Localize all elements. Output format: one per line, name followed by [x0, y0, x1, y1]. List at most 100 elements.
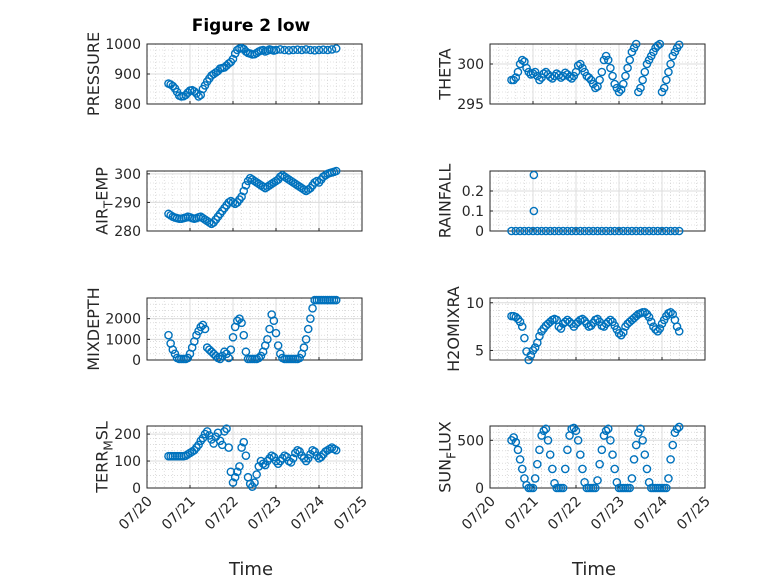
data-point	[164, 330, 173, 340]
data-point	[614, 226, 624, 236]
data-point	[571, 226, 581, 236]
data-point	[614, 328, 624, 338]
data-point	[537, 226, 546, 236]
data-point	[640, 67, 650, 77]
y-axis-label: AIRTEMP	[93, 167, 116, 235]
axes-box	[489, 43, 706, 105]
data-point	[271, 176, 281, 186]
data-point	[258, 45, 268, 55]
y-tick-label: 5	[475, 343, 484, 359]
data-point	[588, 226, 598, 236]
data-point	[539, 426, 549, 436]
data-point	[655, 324, 665, 333]
data-point	[629, 455, 639, 464]
y-tick-label: 100	[114, 454, 141, 470]
y-tick-label: 0	[475, 481, 484, 497]
data-point	[603, 55, 613, 65]
data-point	[306, 45, 315, 55]
data-point	[627, 226, 637, 236]
data-point	[515, 455, 525, 464]
data-point	[625, 55, 635, 65]
data-point	[529, 170, 539, 180]
x-tick-label: 07/20	[116, 494, 156, 534]
subplot-rainfall: 0 0.1 0.2 RAINFALL	[436, 164, 706, 240]
y-tick-label: 500	[457, 433, 484, 449]
data-point	[168, 81, 178, 91]
data-point	[529, 206, 539, 216]
data-point	[597, 445, 607, 455]
data-point	[312, 176, 322, 186]
data-point	[651, 325, 660, 334]
data-point	[593, 226, 602, 236]
data-point	[239, 330, 249, 340]
data-point	[573, 61, 583, 70]
plot-area	[490, 171, 705, 231]
data-point	[513, 67, 523, 77]
data-point	[612, 477, 622, 487]
data-point	[235, 462, 244, 471]
data-point	[556, 324, 566, 333]
data-point	[614, 87, 624, 97]
data-point	[595, 75, 604, 85]
data-point	[599, 431, 609, 440]
y-axis-label: SUNFLUX	[436, 421, 459, 493]
data-point	[668, 309, 678, 319]
data-point	[541, 226, 551, 236]
data-point	[183, 353, 193, 363]
y-tick-label: 800	[114, 97, 141, 113]
data-point	[640, 450, 650, 459]
data-point	[644, 477, 654, 487]
data-point	[528, 69, 538, 78]
data-point	[640, 308, 650, 317]
series-rainfall	[507, 170, 684, 236]
data-point	[616, 85, 626, 94]
data-point	[606, 63, 615, 73]
y-tick-label: 200	[114, 427, 141, 443]
data-point	[655, 39, 665, 49]
data-point	[284, 46, 294, 55]
data-point	[591, 483, 600, 493]
x-axis-label-right: Time	[571, 559, 616, 580]
data-point	[606, 436, 615, 445]
data-point	[273, 341, 283, 350]
x-tick-label: 07/21	[159, 494, 199, 534]
data-point	[571, 426, 581, 436]
data-point	[674, 422, 684, 432]
data-point	[646, 317, 656, 327]
data-point	[520, 226, 529, 236]
data-point	[269, 316, 279, 326]
data-point	[619, 79, 628, 89]
data-point	[250, 478, 259, 487]
data-point	[627, 474, 637, 483]
data-point	[608, 71, 617, 81]
data-point	[224, 59, 233, 68]
data-point	[537, 431, 546, 440]
data-point	[263, 335, 272, 344]
data-point	[565, 72, 574, 82]
data-point	[189, 87, 199, 96]
x-tick-label: 07/25	[331, 494, 371, 534]
data-point	[548, 464, 557, 474]
y-axis-label: H2OMIXRA	[444, 286, 463, 372]
data-point	[295, 353, 304, 363]
data-point	[543, 436, 553, 445]
data-point	[299, 343, 309, 352]
data-point	[545, 450, 555, 459]
data-point	[563, 226, 572, 236]
data-point	[511, 226, 521, 236]
x-tick-label: 07/22	[545, 494, 585, 534]
data-point	[271, 45, 281, 55]
data-point	[241, 180, 251, 190]
data-point	[636, 83, 645, 93]
data-point	[619, 226, 628, 236]
data-point	[545, 226, 555, 236]
x-tick-label: 07/23	[588, 494, 628, 534]
data-point	[168, 345, 178, 354]
data-point	[535, 445, 544, 455]
data-point	[576, 450, 585, 459]
data-point	[606, 315, 615, 325]
data-point	[662, 75, 671, 85]
